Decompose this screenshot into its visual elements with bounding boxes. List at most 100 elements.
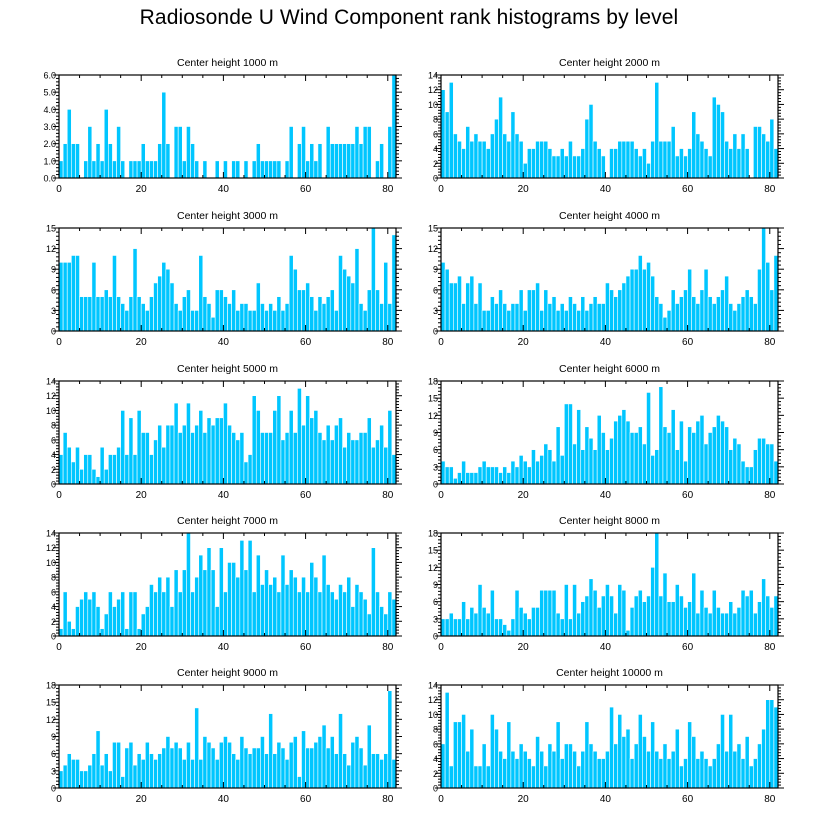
x-tick-label: 20 bbox=[136, 337, 148, 348]
histogram-bar bbox=[206, 741, 212, 789]
histogram-bar bbox=[568, 618, 573, 637]
y-tick-label: 12 bbox=[428, 563, 438, 573]
histogram-bar bbox=[165, 576, 171, 637]
histogram-bar bbox=[555, 612, 561, 637]
histogram-bar bbox=[535, 607, 540, 637]
histogram-bar bbox=[264, 569, 269, 637]
x-tick-label: 80 bbox=[382, 794, 394, 805]
x-tick-label: 0 bbox=[56, 490, 62, 501]
histogram-bar bbox=[243, 160, 249, 179]
histogram-bar bbox=[83, 591, 89, 637]
histogram-bar bbox=[572, 443, 577, 485]
histogram-bar bbox=[539, 455, 545, 485]
histogram-bar bbox=[358, 747, 364, 789]
histogram-bar bbox=[740, 133, 746, 179]
y-tick-label: 5.0 bbox=[43, 88, 56, 98]
histogram-bar bbox=[251, 160, 257, 179]
histogram-bar bbox=[305, 160, 310, 179]
histogram-bar bbox=[613, 296, 619, 332]
x-tick-label: 80 bbox=[382, 490, 394, 501]
histogram-bar bbox=[716, 104, 721, 179]
histogram-bar bbox=[260, 584, 265, 637]
histogram-bar bbox=[679, 148, 684, 179]
histogram-bar bbox=[177, 432, 183, 485]
histogram-bar bbox=[646, 595, 651, 637]
histogram-bar bbox=[469, 140, 475, 179]
panel-title: Center height 10000 m bbox=[556, 667, 663, 679]
histogram-bar bbox=[765, 262, 771, 332]
histogram-bar bbox=[366, 613, 372, 637]
histogram-bar bbox=[371, 446, 376, 485]
histogram-bar bbox=[609, 706, 614, 789]
histogram-bar bbox=[268, 160, 274, 179]
histogram-bar bbox=[481, 743, 487, 789]
histogram-bar bbox=[646, 750, 651, 789]
histogram-bar bbox=[563, 155, 569, 179]
histogram-bar bbox=[748, 466, 754, 485]
histogram-bar bbox=[510, 460, 516, 485]
histogram-bar bbox=[518, 607, 524, 637]
histogram-bar bbox=[522, 750, 528, 789]
histogram-bar bbox=[736, 148, 742, 179]
histogram-bar bbox=[724, 275, 729, 332]
histogram-bar bbox=[350, 282, 356, 332]
histogram-bar bbox=[75, 255, 80, 332]
histogram-bar bbox=[744, 289, 750, 332]
histogram-bar bbox=[658, 303, 664, 332]
histogram-bar bbox=[79, 468, 84, 485]
x-tick-label: 60 bbox=[300, 490, 312, 501]
histogram-bar bbox=[477, 765, 483, 789]
histogram-bar bbox=[214, 160, 220, 179]
histogram-bar bbox=[613, 743, 619, 789]
histogram-bar bbox=[559, 455, 565, 485]
y-tick-label: 3 bbox=[433, 462, 438, 472]
histogram-bar bbox=[650, 567, 656, 637]
histogram-bar bbox=[703, 607, 709, 637]
histogram-bar bbox=[309, 143, 315, 179]
histogram-bar bbox=[71, 143, 76, 179]
histogram-bar bbox=[526, 466, 532, 485]
y-tick-label: 1.0 bbox=[43, 156, 56, 166]
y-tick-label: 0 bbox=[433, 327, 438, 337]
histogram-panel-7: 0 20 40 60 80 0 2 4 6 8 10 12 14 Center height 7000 m bbox=[46, 515, 402, 653]
histogram-bar bbox=[596, 758, 602, 789]
histogram-bar bbox=[465, 750, 471, 789]
x-tick-label: 0 bbox=[56, 184, 62, 195]
y-tick-label: 4 bbox=[51, 602, 56, 612]
histogram-bar bbox=[145, 432, 150, 485]
histogram-bar bbox=[683, 607, 688, 637]
histogram-bar bbox=[309, 562, 315, 637]
histogram-bar bbox=[506, 472, 512, 485]
histogram-bar bbox=[724, 426, 729, 485]
x-tick-label: 40 bbox=[600, 337, 612, 348]
histogram-bar bbox=[149, 454, 154, 485]
histogram-bar bbox=[255, 143, 261, 179]
histogram-bar bbox=[498, 289, 503, 332]
histogram-bar bbox=[703, 758, 709, 789]
y-tick-label: 3 bbox=[51, 306, 56, 316]
histogram-bar bbox=[674, 728, 680, 789]
histogram-bar bbox=[354, 126, 360, 179]
histogram-bar bbox=[522, 162, 528, 179]
histogram-bar bbox=[457, 618, 462, 637]
histogram-bar bbox=[609, 148, 614, 179]
histogram-bar bbox=[461, 303, 466, 332]
histogram-bar bbox=[506, 310, 512, 332]
histogram-bar bbox=[280, 439, 286, 485]
histogram-bar bbox=[662, 743, 668, 789]
histogram-bar bbox=[543, 443, 549, 485]
histogram-bar bbox=[551, 589, 557, 637]
histogram-bar bbox=[539, 589, 545, 637]
histogram-bar bbox=[231, 562, 237, 637]
histogram-bar bbox=[260, 736, 265, 789]
histogram-bar bbox=[711, 426, 717, 485]
histogram-bar bbox=[465, 282, 471, 332]
histogram-bar bbox=[145, 310, 150, 332]
histogram-bar bbox=[288, 255, 294, 332]
histogram-bar bbox=[321, 303, 327, 332]
histogram-bar bbox=[637, 426, 643, 485]
histogram-bar bbox=[576, 765, 582, 789]
histogram-bar bbox=[99, 628, 105, 637]
y-tick-label: 0 bbox=[433, 174, 438, 184]
histogram-bar bbox=[547, 743, 553, 789]
